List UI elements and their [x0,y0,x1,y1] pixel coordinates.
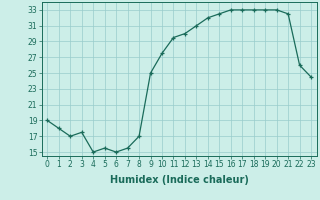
X-axis label: Humidex (Indice chaleur): Humidex (Indice chaleur) [110,175,249,185]
